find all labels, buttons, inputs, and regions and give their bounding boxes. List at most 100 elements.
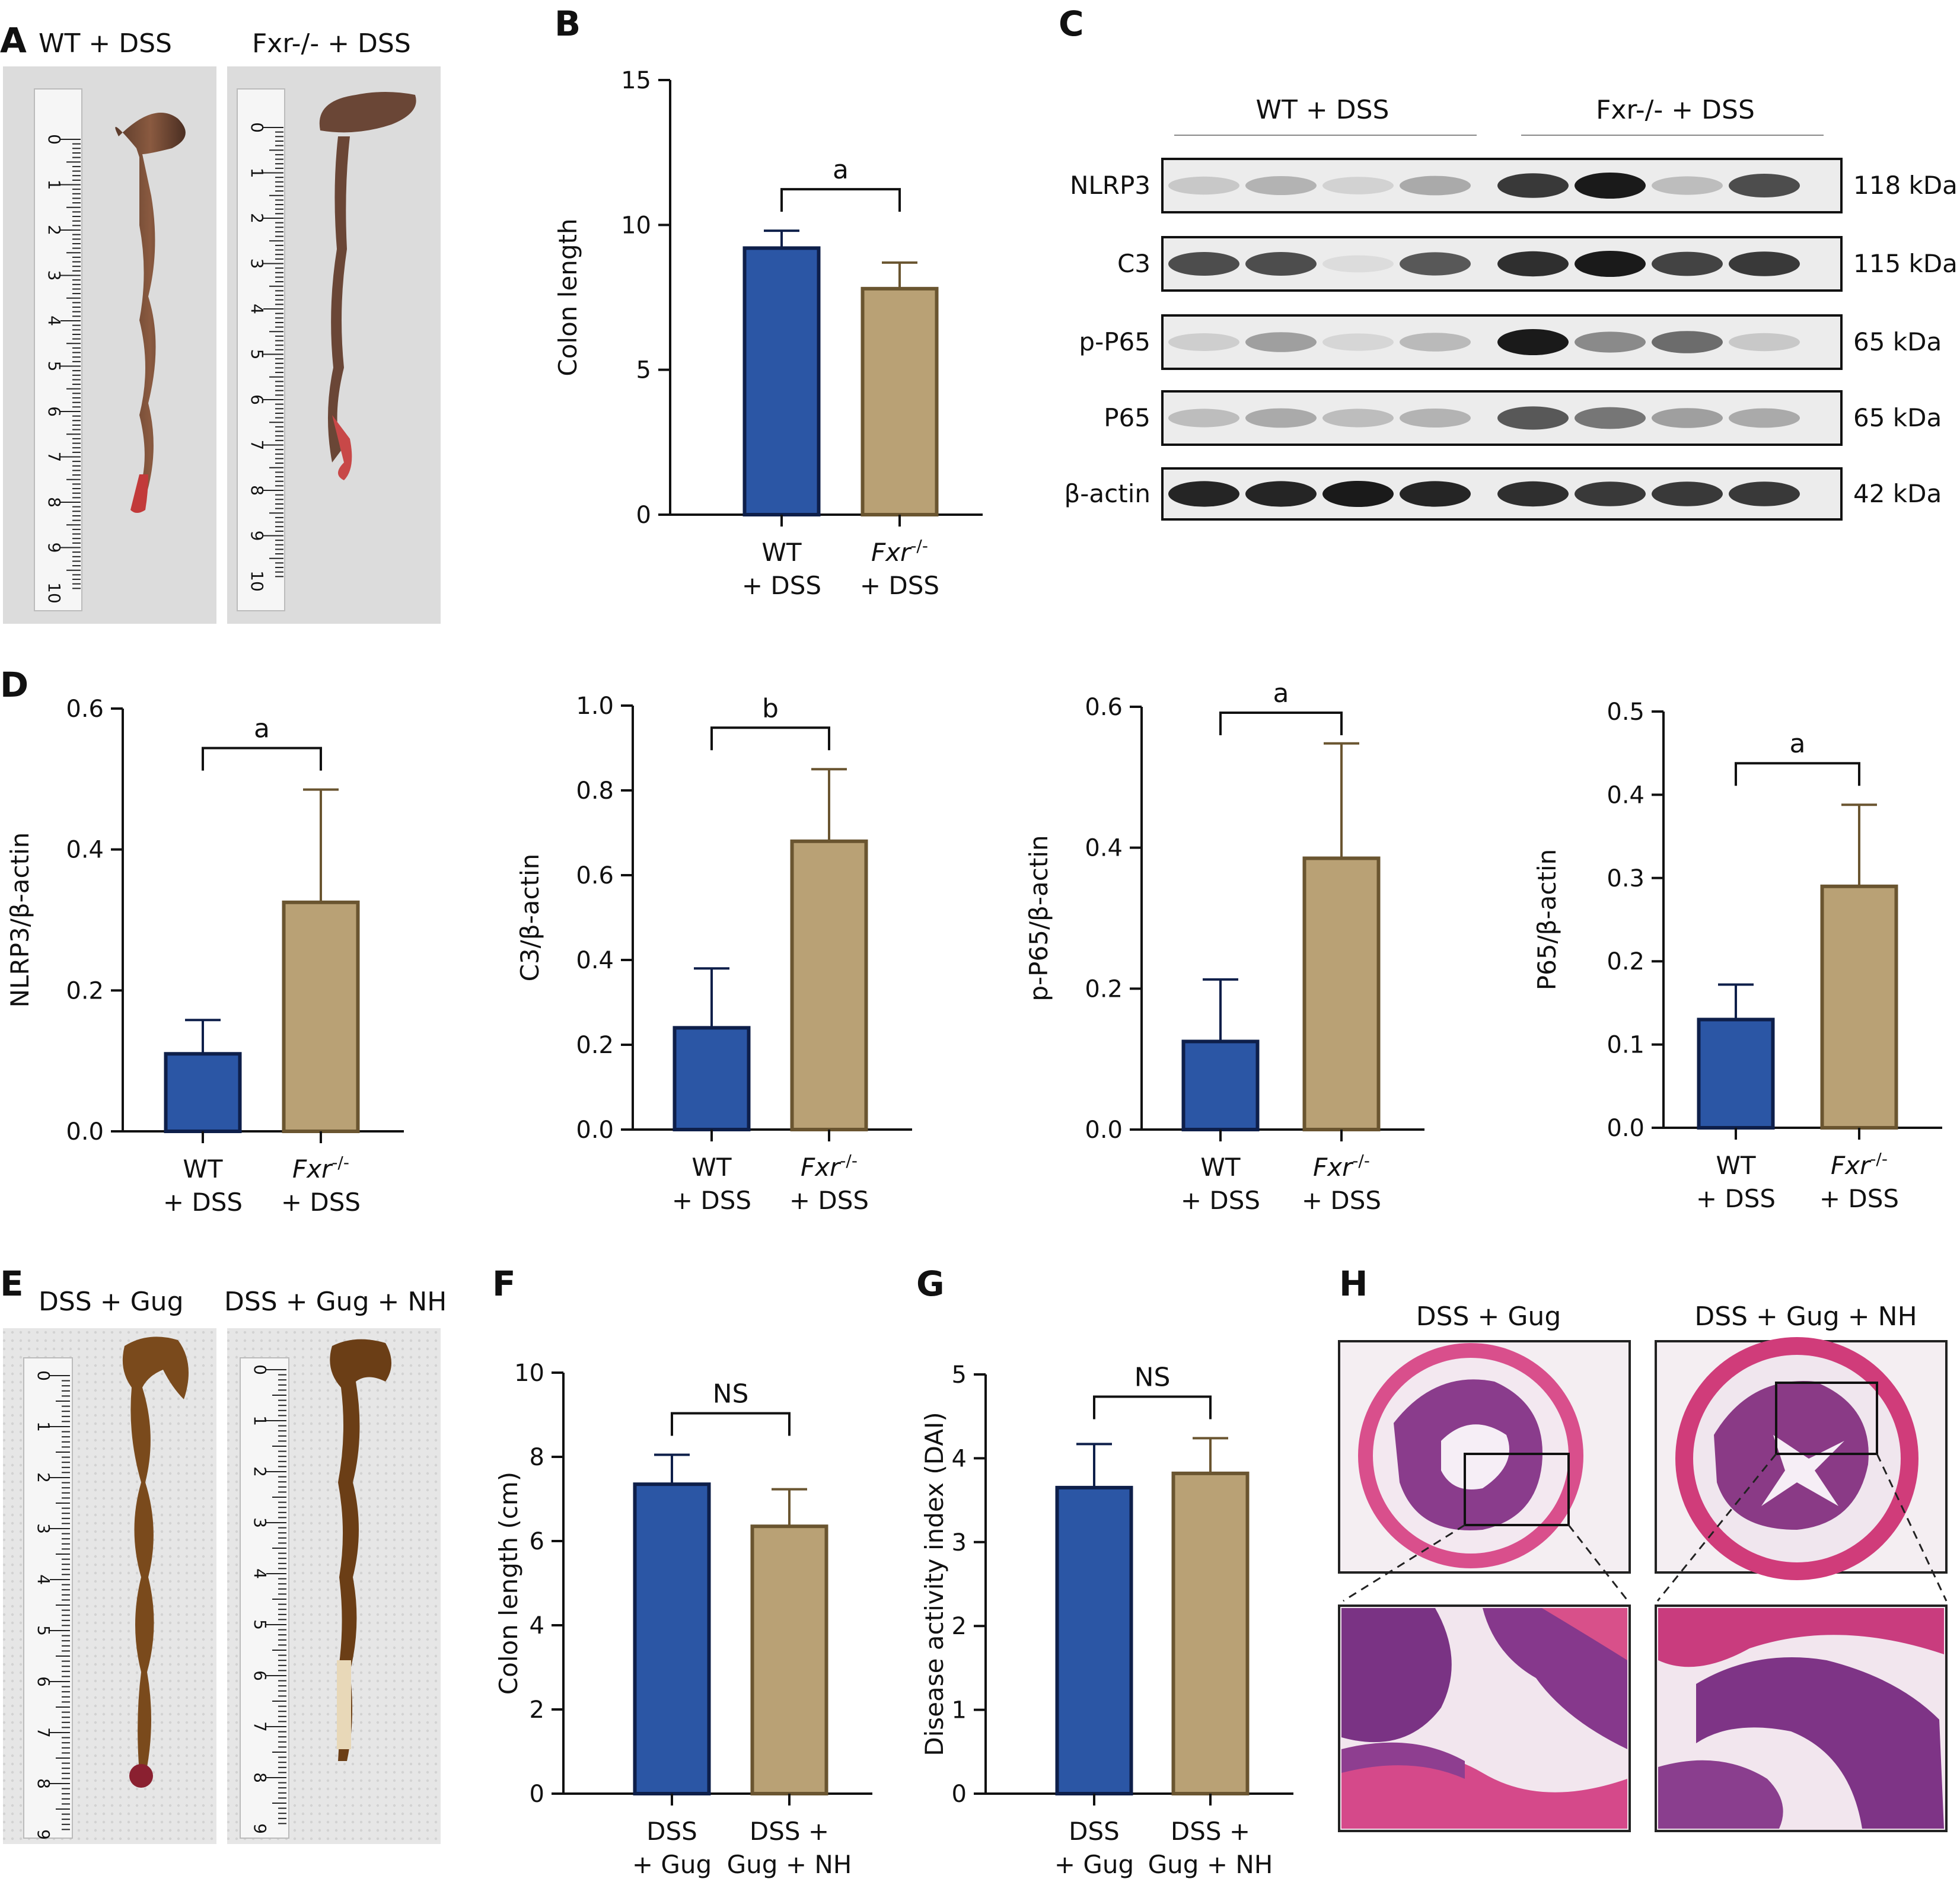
x-tick-label-line: Fxr-/- <box>292 1153 349 1184</box>
colon-pale-segment-e-2 <box>337 1660 351 1749</box>
y-tick-label: 0.6 <box>576 862 614 889</box>
y-tick-label: 0.4 <box>1607 781 1645 809</box>
ruler-label: 4 <box>34 1574 53 1585</box>
ruler-label: 4 <box>250 1568 270 1579</box>
blot-size-label: 118 kDa <box>1853 171 1958 200</box>
significance-bracket <box>1093 1395 1212 1420</box>
ruler-label: 1 <box>250 1415 270 1426</box>
y-tick-label: 0 <box>530 1781 544 1808</box>
x-tick-label-line: + DSS <box>1819 1184 1899 1213</box>
blot-band <box>1575 251 1646 277</box>
chart-d4: 0.0 0.1 0.2 0.3 0.4 0.5 P65/β-actin WT + DSS Fxr-… <box>1532 698 1942 1213</box>
y-tick-label: 0.2 <box>66 977 104 1004</box>
blot-band <box>1652 176 1723 195</box>
y-tick-label: 0.0 <box>576 1117 614 1144</box>
blot-band <box>1497 173 1569 198</box>
significance-bracket <box>780 188 901 212</box>
ruler-label: 4 <box>247 304 267 314</box>
ruler-label: 2 <box>247 213 267 224</box>
significance-label: a <box>1273 678 1289 709</box>
y-tick-label: 0.4 <box>1085 835 1123 862</box>
blot-band <box>1575 331 1646 353</box>
bar-2 <box>790 839 868 1132</box>
ruler-label: 6 <box>250 1670 270 1681</box>
blot-size-label: 65 kDa <box>1853 403 1942 432</box>
colon-rectum-a-1 <box>130 474 148 513</box>
blot-band <box>1245 332 1317 352</box>
panel-e: E DSS + Gug DSS + Gug + NH 0 1 2 3 4 5 6 7 8 9 0 1… <box>0 1264 447 1844</box>
ruler-label: 7 <box>34 1727 53 1738</box>
histology-zoom-2 <box>1655 1605 1948 1832</box>
ruler-label: 9 <box>250 1823 270 1834</box>
histology-condition-1: DSS + Gug <box>1416 1302 1561 1332</box>
y-tick-label: 0 <box>952 1781 967 1808</box>
chart-f: 0 2 4 6 8 10 Colon length (cm) DSS + Gug DSS + Gug… <box>494 1360 872 1879</box>
chart-d3: 0.0 0.2 0.4 0.6 p-P65/β-actin WT + DSS Fxr-/- + … <box>1024 678 1424 1215</box>
blot-band <box>1168 333 1239 351</box>
ruler-label: 6 <box>34 1676 53 1687</box>
panel-label-a: A <box>0 20 27 60</box>
y-tick-label: 6 <box>530 1528 544 1555</box>
blot-band <box>1652 481 1723 506</box>
x-tick-label-line: WT <box>183 1154 223 1184</box>
x-tick-label-line: + DSS <box>281 1188 361 1217</box>
colon-specimen-e-1 <box>122 1336 189 1773</box>
ruler-label: 1 <box>34 1421 53 1432</box>
bar-1 <box>1055 1485 1133 1795</box>
blot-band <box>1497 481 1569 507</box>
x-tick-label-line: Fxr-/- <box>801 1151 858 1182</box>
panel-c: C WT + DSS Fxr-/- + DSS NLRP3 118 kDa C3 11… <box>1059 4 1958 521</box>
y-tick-label: 8 <box>530 1444 544 1471</box>
blot-band <box>1497 329 1569 355</box>
bar-2 <box>861 286 939 516</box>
panel-label-h: H <box>1339 1264 1368 1304</box>
ruler-label: 5 <box>250 1619 270 1630</box>
ruler-label: 10 <box>247 570 267 592</box>
blot-band <box>1245 481 1317 507</box>
ruler-label: 9 <box>247 531 267 541</box>
significance-bracket <box>202 747 322 771</box>
blot-band <box>1168 481 1239 507</box>
significance-label: NS <box>1134 1362 1171 1392</box>
ruler-label: 8 <box>247 485 267 496</box>
y-tick-label: 0.0 <box>66 1118 104 1146</box>
bar-2 <box>750 1524 828 1795</box>
blot-size-label: 65 kDa <box>1853 327 1942 356</box>
x-tick-label-line: DSS <box>1069 1817 1120 1846</box>
histology-zoom-1 <box>1338 1605 1631 1832</box>
x-tick-label-line: Fxr-/- <box>1831 1149 1888 1181</box>
bar-2 <box>282 900 360 1133</box>
panel-h: H DSS + Gug DSS + Gug + NH <box>1338 1264 1948 1832</box>
ruler-label: 1 <box>247 168 267 178</box>
significance-bracket <box>671 1412 791 1436</box>
x-tick-label-line: + DSS <box>789 1186 869 1215</box>
significance-label: a <box>833 155 849 185</box>
panel-f: F 0 2 4 6 8 10 Colon length (cm) DSS + Gug DSS + G… <box>492 1264 872 1879</box>
y-tick-label: 0.5 <box>1607 698 1645 726</box>
y-tick-label: 0.2 <box>576 1032 614 1059</box>
blot-band <box>1400 176 1471 196</box>
y-tick-label: 1 <box>952 1697 967 1724</box>
blot-band <box>1322 409 1394 428</box>
panel-d: D 0.0 0.2 0.4 0.6 NLRP3/β-actin WT + DSS Fxr-/-… <box>0 665 1942 1217</box>
ruler-label: 2 <box>44 225 64 235</box>
ruler-label: 0 <box>247 122 267 133</box>
blot-band <box>1729 251 1800 276</box>
significance-label: b <box>762 693 779 723</box>
blot-band <box>1322 177 1394 194</box>
x-tick-label-line: + DSS <box>163 1188 243 1217</box>
x-tick-label-line: + DSS <box>860 571 939 600</box>
y-axis-label: Disease activity index (DAI) <box>920 1412 949 1756</box>
blot-group-1: WT + DSS <box>1256 95 1389 125</box>
blot-protein-label: β-actin <box>1064 479 1150 508</box>
ruler-label: 7 <box>247 440 267 451</box>
x-tick-label-line: + DSS <box>742 571 821 600</box>
blot-band <box>1168 252 1239 276</box>
panel-label-f: F <box>492 1264 516 1304</box>
y-tick-label: 0.6 <box>66 696 104 723</box>
x-tick-label-line: + DSS <box>1696 1184 1776 1213</box>
significance-label: a <box>254 714 270 744</box>
bar-2 <box>1820 884 1898 1130</box>
panel-label-c: C <box>1059 4 1084 44</box>
